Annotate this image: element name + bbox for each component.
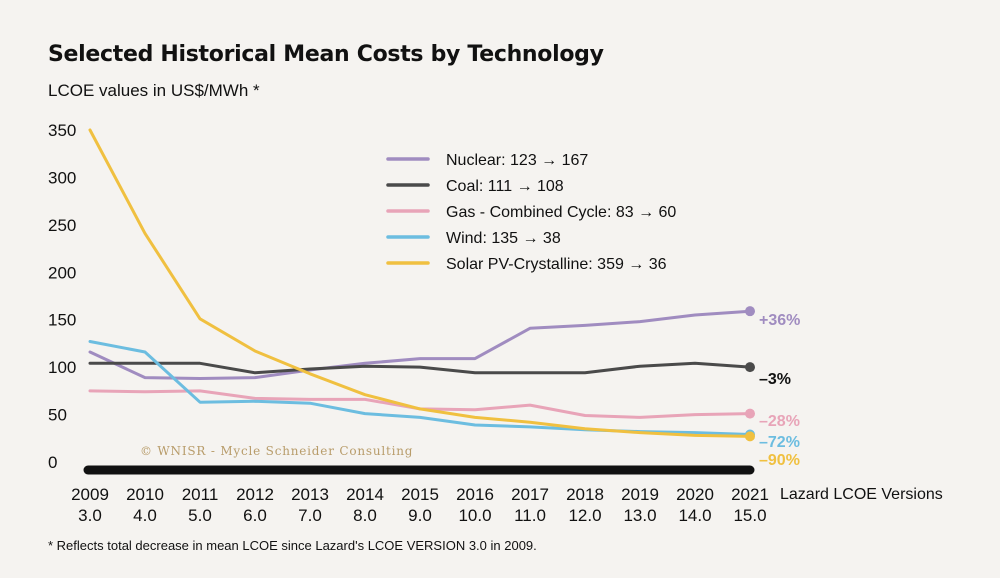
- x-axis: 2009 3.0 2010 4.0 2011 5.0 2012 6.0 2013 7.0 2014 8…: [71, 465, 943, 525]
- series-end-point: [745, 362, 755, 373]
- change-label: –3%: [759, 371, 791, 388]
- y-tick-label: 100: [48, 358, 76, 377]
- x-tick-version: 13.0: [623, 506, 656, 525]
- chart-title: Selected Historical Mean Costs by Techno…: [48, 42, 604, 67]
- change-label: –72%: [759, 434, 800, 451]
- chart-subtitle: LCOE values in US$/MWh *: [48, 81, 260, 100]
- y-tick-label: 300: [48, 168, 76, 187]
- x-tick-year: 2014: [346, 485, 384, 504]
- y-tick-label: 150: [48, 311, 76, 330]
- series-layer: [88, 128, 755, 442]
- watermark: © WNISR - Mycle Schneider Consulting: [140, 444, 413, 458]
- y-tick-label: 50: [48, 406, 67, 425]
- x-tick-year: 2019: [621, 485, 659, 504]
- change-label: –90%: [759, 452, 800, 469]
- change-label: +36%: [759, 312, 800, 329]
- x-tick-version: 9.0: [408, 506, 432, 525]
- x-axis-title: Lazard LCOE Versions: [780, 486, 943, 503]
- series-line: [88, 128, 752, 438]
- legend-label: Solar PV-Crystalline: 359 → 36: [446, 256, 667, 273]
- change-label: –28%: [759, 413, 800, 430]
- series-end-point: [745, 306, 755, 317]
- x-tick-year: 2017: [511, 485, 549, 504]
- legend-label: Nuclear: 123 → 167: [446, 152, 588, 169]
- series-line: [88, 389, 752, 419]
- x-tick-version: 4.0: [133, 506, 157, 525]
- y-tick-label: 0: [48, 453, 57, 472]
- y-tick-label: 350: [48, 121, 76, 140]
- x-tick-version: 15.0: [733, 506, 766, 525]
- x-tick-version: 6.0: [243, 506, 267, 525]
- x-tick-version: 11.0: [514, 506, 546, 525]
- y-tick-label: 250: [48, 216, 76, 235]
- x-tick-year: 2021: [731, 485, 769, 504]
- x-tick-year: 2012: [236, 485, 274, 504]
- x-tick-version: 10.0: [458, 506, 491, 525]
- x-tick-year: 2018: [566, 485, 604, 504]
- y-axis: 0 50 100 150 200 250 300 350: [48, 121, 76, 472]
- legend-label: Coal: 111 → 108: [446, 178, 564, 195]
- legend-label: Wind: 135 → 38: [446, 230, 561, 247]
- x-tick-version: 3.0: [78, 506, 102, 525]
- x-tick-version: 5.0: [188, 506, 212, 525]
- y-tick-label: 200: [48, 263, 76, 282]
- x-tick-version: 8.0: [353, 506, 377, 525]
- x-tick-version: 12.0: [568, 506, 601, 525]
- x-tick-version: 7.0: [298, 506, 322, 525]
- series-end-point: [745, 431, 755, 442]
- series-line: [88, 340, 752, 436]
- series-end-point: [745, 408, 755, 419]
- change-labels: +36% –3% –28% –72%–90%: [759, 312, 800, 469]
- legend: Nuclear: 123 → 167 Coal: 111 → 108 Gas - C…: [386, 152, 676, 273]
- series-line: [88, 361, 752, 375]
- x-tick-year: 2010: [126, 485, 164, 504]
- x-tick-year: 2013: [291, 485, 329, 504]
- x-tick-version: 14.0: [678, 506, 711, 525]
- x-tick-year: 2015: [401, 485, 439, 504]
- series-line: [88, 309, 752, 380]
- legend-label: Gas - Combined Cycle: 83 → 60: [446, 204, 676, 221]
- footnote: * Reflects total decrease in mean LCOE s…: [48, 538, 537, 553]
- x-tick-year: 2011: [182, 485, 219, 504]
- x-tick-year: 2009: [71, 485, 109, 504]
- x-tick-year: 2016: [456, 485, 494, 504]
- x-tick-year: 2020: [676, 485, 714, 504]
